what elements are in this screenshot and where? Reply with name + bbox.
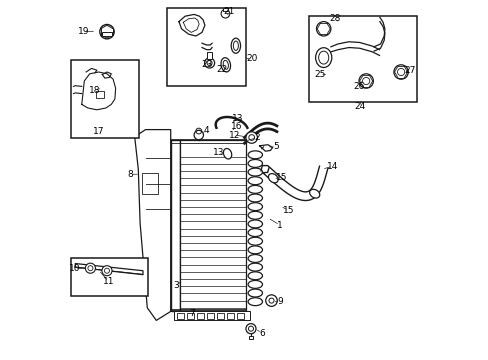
Text: 19: 19 bbox=[77, 27, 89, 36]
Bar bbox=[170, 140, 179, 311]
Bar bbox=[206, 313, 214, 319]
Ellipse shape bbox=[247, 298, 262, 306]
Text: 13: 13 bbox=[212, 148, 224, 157]
Circle shape bbox=[393, 65, 407, 79]
Ellipse shape bbox=[315, 48, 331, 68]
Bar bbox=[179, 140, 246, 311]
Text: 18: 18 bbox=[89, 86, 101, 95]
Text: 15: 15 bbox=[282, 206, 294, 215]
Ellipse shape bbox=[247, 159, 262, 167]
Ellipse shape bbox=[247, 263, 262, 271]
Text: 9: 9 bbox=[277, 297, 283, 306]
Bar bbox=[217, 313, 224, 319]
Ellipse shape bbox=[247, 177, 262, 185]
Text: 7: 7 bbox=[189, 309, 195, 318]
Text: 2: 2 bbox=[254, 133, 260, 142]
Text: 25: 25 bbox=[314, 70, 325, 79]
Ellipse shape bbox=[247, 255, 262, 262]
Circle shape bbox=[316, 22, 330, 36]
Ellipse shape bbox=[223, 148, 231, 159]
Ellipse shape bbox=[223, 60, 228, 69]
Ellipse shape bbox=[247, 280, 262, 288]
Text: 24: 24 bbox=[354, 103, 366, 112]
Circle shape bbox=[265, 295, 277, 306]
Circle shape bbox=[100, 24, 114, 39]
Text: 4: 4 bbox=[203, 126, 209, 135]
Ellipse shape bbox=[247, 203, 262, 211]
Bar bbox=[102, 32, 111, 36]
Bar bbox=[71, 258, 148, 296]
Circle shape bbox=[194, 130, 203, 140]
Text: 15: 15 bbox=[275, 173, 286, 182]
Circle shape bbox=[102, 266, 112, 276]
Circle shape bbox=[85, 263, 95, 273]
Bar bbox=[206, 52, 212, 59]
Ellipse shape bbox=[247, 151, 262, 159]
Text: 17: 17 bbox=[93, 127, 104, 136]
Bar bbox=[227, 313, 234, 319]
Text: 3: 3 bbox=[173, 281, 179, 289]
Text: 26: 26 bbox=[352, 82, 364, 91]
Polygon shape bbox=[75, 264, 142, 275]
Ellipse shape bbox=[247, 194, 262, 202]
Ellipse shape bbox=[318, 51, 328, 64]
Text: 22: 22 bbox=[216, 65, 227, 74]
Bar bbox=[167, 8, 245, 86]
Polygon shape bbox=[261, 166, 327, 201]
Text: 5: 5 bbox=[273, 143, 279, 152]
Bar bbox=[223, 8, 227, 11]
Ellipse shape bbox=[247, 185, 262, 193]
Bar bbox=[197, 313, 204, 319]
Text: 1: 1 bbox=[276, 220, 282, 230]
Text: 10: 10 bbox=[69, 264, 80, 273]
Ellipse shape bbox=[247, 246, 262, 254]
Bar bbox=[186, 313, 194, 319]
Circle shape bbox=[245, 132, 257, 143]
Text: 11: 11 bbox=[102, 277, 114, 286]
Bar bbox=[174, 311, 249, 320]
Ellipse shape bbox=[247, 237, 262, 245]
Ellipse shape bbox=[247, 272, 262, 280]
Ellipse shape bbox=[247, 289, 262, 297]
Ellipse shape bbox=[247, 211, 262, 219]
Ellipse shape bbox=[247, 220, 262, 228]
Text: 28: 28 bbox=[329, 14, 340, 23]
Ellipse shape bbox=[309, 189, 319, 198]
Text: 23: 23 bbox=[201, 60, 212, 69]
Bar bbox=[142, 173, 158, 194]
Text: 12: 12 bbox=[228, 131, 240, 140]
Ellipse shape bbox=[233, 41, 238, 50]
Circle shape bbox=[221, 9, 229, 18]
Text: 16: 16 bbox=[230, 122, 242, 131]
Ellipse shape bbox=[221, 58, 230, 72]
Text: 6: 6 bbox=[258, 328, 264, 338]
Text: 21: 21 bbox=[223, 7, 235, 16]
Circle shape bbox=[204, 58, 214, 68]
Circle shape bbox=[245, 324, 256, 334]
Ellipse shape bbox=[231, 38, 240, 53]
Text: 20: 20 bbox=[245, 54, 257, 63]
Text: 27: 27 bbox=[404, 66, 415, 76]
Text: 8: 8 bbox=[127, 170, 133, 179]
Text: 13: 13 bbox=[231, 114, 243, 123]
Bar bbox=[177, 313, 183, 319]
Bar bbox=[308, 16, 416, 102]
Circle shape bbox=[358, 74, 373, 88]
Bar bbox=[249, 336, 252, 339]
Ellipse shape bbox=[247, 229, 262, 237]
Bar bbox=[71, 60, 139, 138]
Ellipse shape bbox=[268, 174, 278, 183]
Bar bbox=[96, 91, 104, 98]
Bar bbox=[237, 313, 244, 319]
Text: 14: 14 bbox=[326, 162, 338, 171]
Ellipse shape bbox=[247, 168, 262, 176]
